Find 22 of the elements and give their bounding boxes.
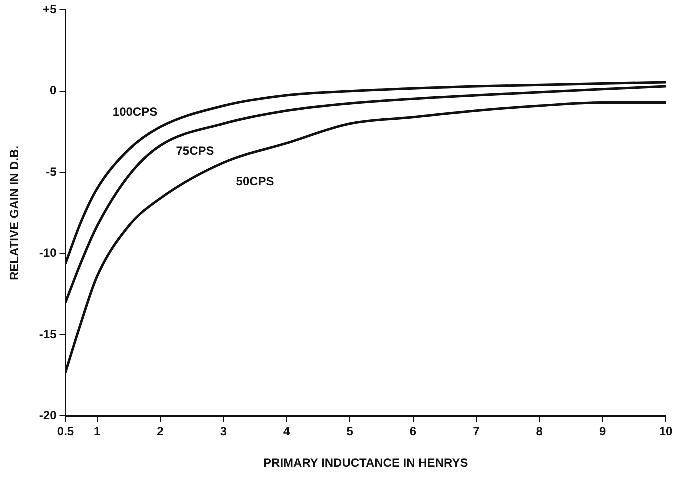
series-label: 100CPS [112,104,158,119]
y-axis-title: RELATIVE GAIN IN D.B. [8,146,22,280]
x-tick-label: 8 [536,424,544,439]
y-tick-label: -5 [46,164,58,179]
y-tick-label: -15 [39,327,58,342]
x-tick-label: 5 [346,424,354,439]
x-tick-label: 1 [94,424,101,439]
x-axis-title: PRIMARY INDUCTANCE IN HENRYS [264,456,468,470]
x-tick-label: 7 [473,424,480,439]
x-tick-label: 9 [599,424,606,439]
y-tick-label: 0 [50,84,58,98]
y-tick-label: -20 [39,408,58,423]
x-tick-label: 6 [410,424,417,439]
y-tick-label: -10 [39,246,58,260]
x-tick-label: 10 [659,424,673,439]
series-label: 75CPS [176,144,214,158]
x-tick-label: 4 [284,424,291,439]
y-tick-label: +5 [43,2,58,17]
x-tick-label: 3 [220,424,228,439]
series-label: 50CPS [236,174,274,189]
x-tick-label: 2 [157,424,164,439]
x-tick-label: 0.5 [57,424,74,439]
